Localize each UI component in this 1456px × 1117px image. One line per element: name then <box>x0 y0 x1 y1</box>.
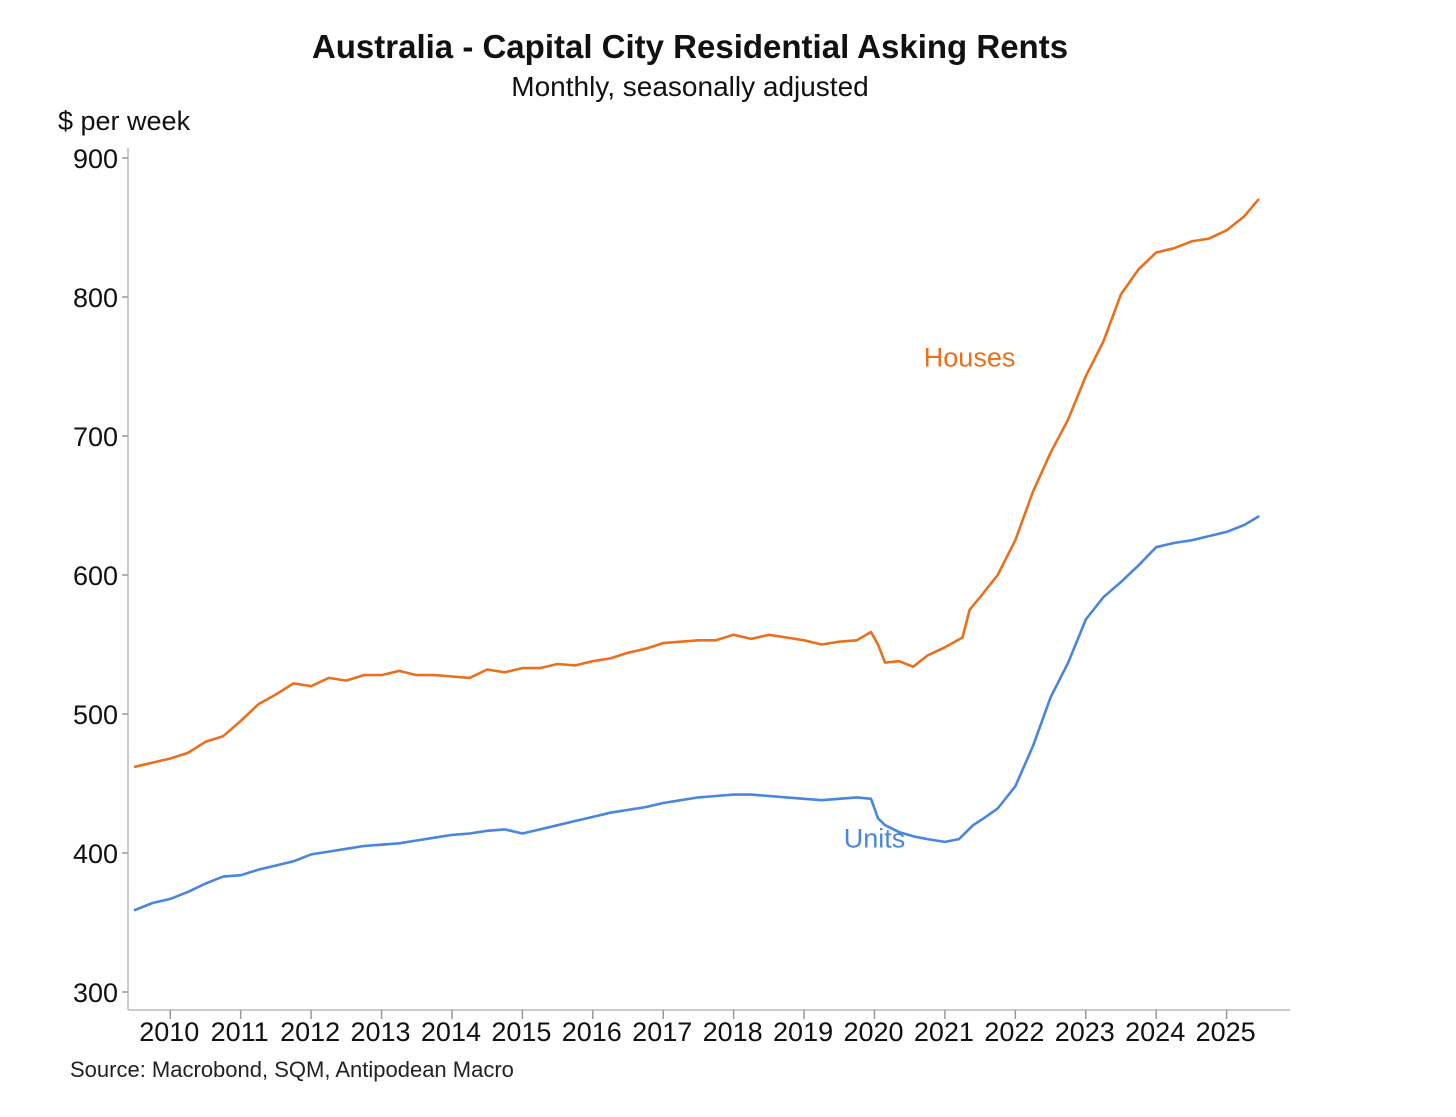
x-tick-label: 2011 <box>211 1017 269 1047</box>
series-line-units <box>133 515 1260 912</box>
x-tick-label: 2014 <box>421 1017 481 1047</box>
x-tick-label: 2017 <box>632 1017 692 1047</box>
x-tick-label: 2023 <box>1055 1017 1115 1047</box>
y-tick-label: 400 <box>73 839 118 869</box>
x-tick-label: 2012 <box>280 1017 340 1047</box>
source-note: Source: Macrobond, SQM, Antipodean Macro <box>70 1057 514 1082</box>
y-tick-label: 700 <box>73 422 118 452</box>
x-tick-label: 2020 <box>843 1017 903 1047</box>
y-axis-label: $ per week <box>58 106 191 136</box>
x-tick-label: 2015 <box>491 1017 551 1047</box>
series-label-houses: Houses <box>924 343 1016 373</box>
chart-subtitle: Monthly, seasonally adjusted <box>511 71 869 102</box>
y-tick-label: 600 <box>73 561 118 591</box>
chart-title: Australia - Capital City Residential Ask… <box>311 28 1069 65</box>
x-tick-label: 2019 <box>773 1017 833 1047</box>
x-tick-label: 2024 <box>1125 1017 1185 1047</box>
series-line-houses <box>133 198 1260 769</box>
x-tick-label: 2025 <box>1196 1017 1256 1047</box>
x-tick-label: 2018 <box>703 1017 763 1047</box>
x-tick-label: 2022 <box>984 1017 1044 1047</box>
y-tick-label: 900 <box>73 144 118 174</box>
x-tick-label: 2010 <box>139 1017 199 1047</box>
x-tick-label: 2013 <box>350 1017 410 1047</box>
y-tick-label: 300 <box>73 978 118 1008</box>
series-label-units: Units <box>844 823 906 853</box>
y-tick-label: 500 <box>73 700 118 730</box>
x-tick-label: 2021 <box>914 1017 974 1047</box>
y-tick-label: 800 <box>73 283 118 313</box>
x-tick-label: 2016 <box>562 1017 622 1047</box>
